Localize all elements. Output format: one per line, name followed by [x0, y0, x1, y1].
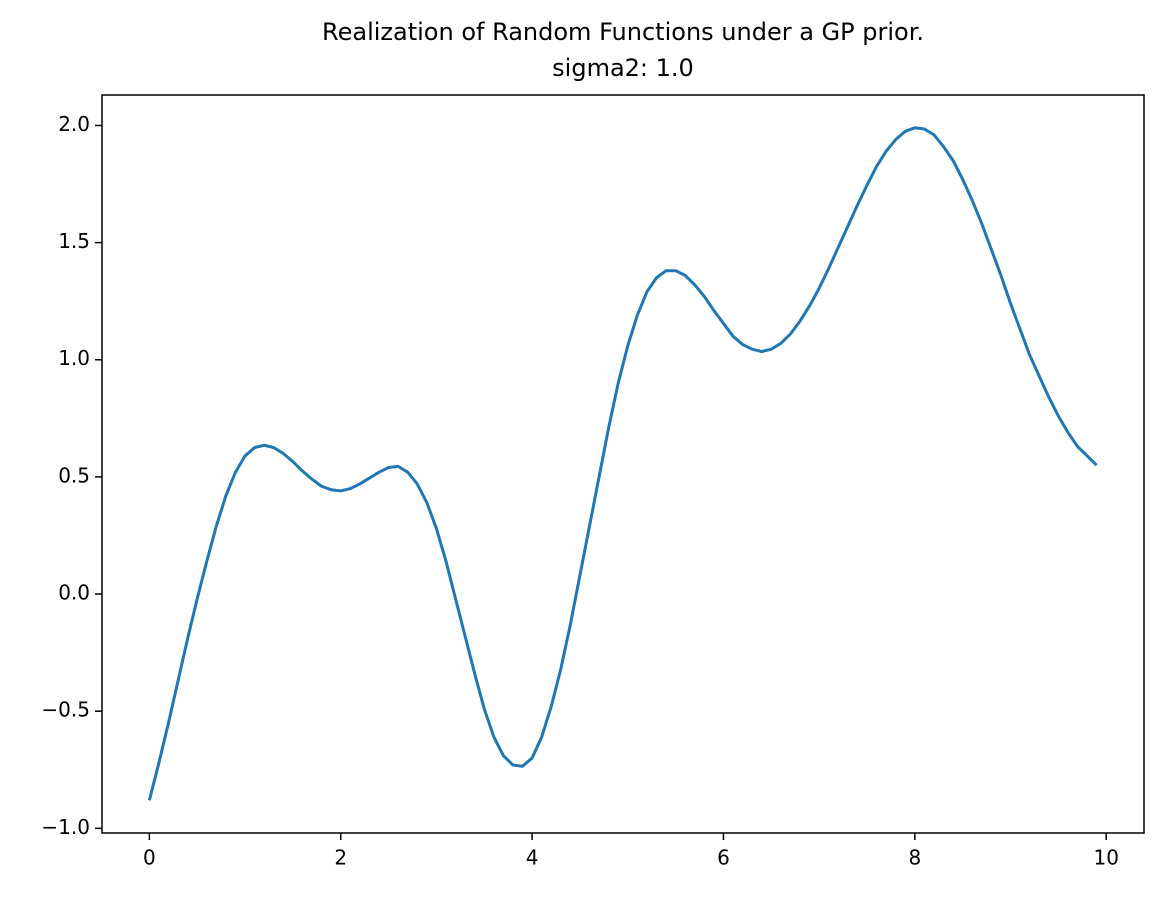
chart-title: Realization of Random Functions under a …	[322, 18, 924, 46]
y-tick-label: 1.5	[58, 229, 90, 253]
y-tick-label: 2.0	[58, 112, 90, 136]
y-tick-label: 0.5	[58, 463, 90, 487]
x-tick-label: 0	[143, 846, 156, 870]
y-tick-label: −0.5	[41, 698, 90, 722]
plot-frame	[101, 94, 1145, 834]
x-tick-label: 10	[1093, 846, 1118, 870]
data-line	[147, 126, 1098, 801]
y-tick-label: 1.0	[58, 346, 90, 370]
y-tick-label: −1.0	[41, 815, 90, 839]
x-tick-label: 2	[334, 846, 347, 870]
y-tick-label: 0.0	[58, 581, 90, 605]
x-tick-label: 6	[717, 846, 730, 870]
x-tick-label: 8	[908, 846, 921, 870]
chart-subtitle: sigma2: 1.0	[552, 54, 694, 82]
x-tick-label: 4	[526, 846, 539, 870]
